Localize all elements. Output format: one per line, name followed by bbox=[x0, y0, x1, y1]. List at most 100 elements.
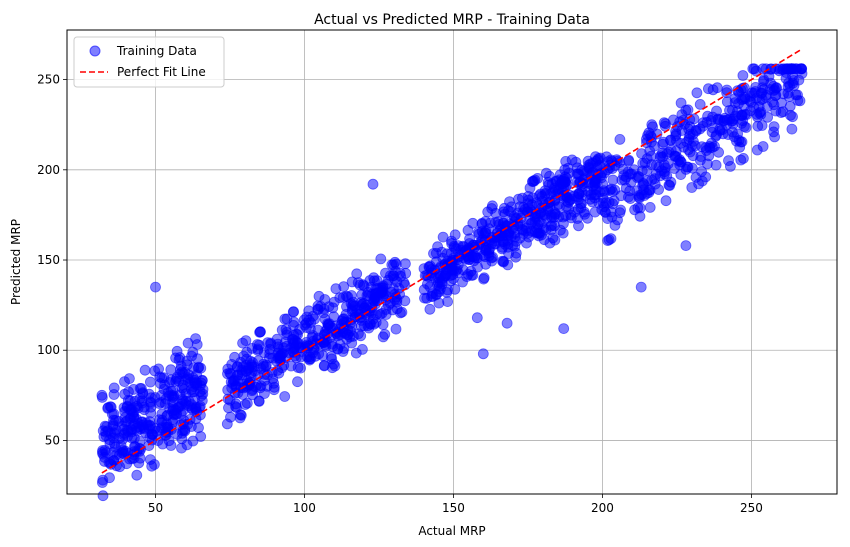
scatter-point bbox=[396, 306, 408, 318]
scatter-point bbox=[644, 201, 656, 213]
scatter-point bbox=[644, 145, 656, 157]
scatter-point bbox=[375, 253, 387, 265]
scatter-point bbox=[573, 220, 584, 232]
scatter-point bbox=[732, 85, 743, 96]
scatter-point bbox=[597, 197, 609, 209]
scatter-point bbox=[657, 151, 668, 163]
scatter-point bbox=[439, 270, 451, 282]
scatter-point bbox=[471, 252, 483, 264]
scatter-point bbox=[424, 303, 436, 315]
scatter-point bbox=[757, 82, 768, 94]
scatter-point bbox=[328, 311, 340, 323]
scatter-point bbox=[352, 277, 364, 289]
scatter-point bbox=[111, 449, 123, 460]
scatter-point bbox=[589, 206, 601, 218]
scatter-point bbox=[660, 195, 672, 207]
scatter-point bbox=[338, 313, 350, 325]
legend-box bbox=[73, 36, 225, 88]
scatter-point bbox=[641, 133, 652, 145]
scatter-point bbox=[471, 312, 483, 324]
scatter-point bbox=[437, 231, 449, 243]
scatter-point bbox=[653, 161, 665, 173]
scatter-point bbox=[148, 459, 160, 470]
scatter-point bbox=[375, 282, 387, 294]
scatter-point bbox=[108, 382, 120, 394]
scatter-point bbox=[298, 314, 310, 326]
scatter-point bbox=[347, 330, 359, 342]
scatter-point bbox=[730, 110, 741, 122]
scatter-point bbox=[691, 87, 703, 99]
scatter-point bbox=[188, 381, 200, 393]
scatter-point bbox=[738, 152, 749, 164]
y-tick-label: 200 bbox=[37, 163, 60, 177]
scatter-point bbox=[185, 421, 197, 432]
scatter-point bbox=[430, 247, 442, 259]
scatter-point bbox=[121, 424, 133, 436]
scatter-point bbox=[318, 359, 330, 371]
scatter-point bbox=[473, 228, 485, 240]
scatter-point bbox=[603, 234, 615, 246]
scatter-point bbox=[550, 184, 561, 196]
scatter-point bbox=[281, 313, 293, 325]
scatter-point bbox=[442, 284, 454, 296]
x-tick-label: 200 bbox=[591, 501, 614, 515]
scatter-point bbox=[107, 418, 119, 430]
scatter-point bbox=[238, 350, 250, 362]
scatter-point bbox=[498, 255, 510, 267]
scatter-point bbox=[542, 202, 554, 214]
scatter-point bbox=[563, 189, 575, 201]
scatter-point bbox=[540, 167, 552, 179]
scatter-point bbox=[268, 381, 280, 393]
scatter-point bbox=[253, 339, 265, 351]
scatter-point bbox=[547, 232, 559, 244]
scatter-point bbox=[683, 131, 695, 143]
scatter-point bbox=[496, 243, 508, 255]
scatter-point bbox=[657, 138, 669, 150]
scatter-point bbox=[680, 240, 692, 252]
scatter-point bbox=[442, 296, 454, 308]
scatter-point bbox=[258, 360, 270, 372]
scatter-point bbox=[711, 129, 722, 141]
scatter-point bbox=[367, 178, 379, 190]
scatter-point bbox=[229, 351, 241, 363]
scatter-point bbox=[646, 174, 658, 186]
scatter-point bbox=[187, 404, 198, 415]
scatter-point bbox=[346, 305, 358, 317]
scatter-point bbox=[614, 133, 626, 145]
legend-label-perfect-fit-line: Perfect Fit Line bbox=[117, 65, 206, 79]
scatter-point bbox=[665, 176, 677, 188]
scatter-point bbox=[536, 190, 548, 202]
scatter-point bbox=[457, 276, 468, 288]
perfect-fit-line bbox=[101, 48, 803, 474]
scatter-point bbox=[671, 151, 682, 163]
scatter-points bbox=[96, 63, 808, 502]
scatter-point bbox=[288, 329, 300, 341]
legend-label-training-data: Training Data bbox=[116, 44, 197, 58]
scatter-point bbox=[490, 217, 502, 229]
scatter-point bbox=[254, 326, 266, 338]
y-tick-label: 50 bbox=[45, 433, 60, 447]
scatter-point bbox=[193, 361, 205, 373]
scatter-point bbox=[292, 376, 303, 388]
scatter-point bbox=[536, 218, 547, 230]
scatter-point bbox=[498, 202, 510, 214]
scatter-point bbox=[687, 150, 699, 162]
scatter-point bbox=[719, 112, 731, 124]
scatter-point bbox=[751, 109, 763, 120]
scatter-point bbox=[566, 212, 577, 224]
scatter-point bbox=[150, 281, 161, 293]
scatter-point bbox=[522, 190, 534, 202]
scatter-point bbox=[518, 201, 530, 213]
scatter-point bbox=[319, 339, 331, 351]
scatter-point bbox=[784, 101, 796, 112]
scatter-point bbox=[176, 398, 188, 410]
y-tick-label: 100 bbox=[37, 343, 60, 357]
scatter-point bbox=[221, 418, 233, 430]
scatter-point bbox=[124, 403, 135, 415]
scatter-point bbox=[590, 151, 601, 163]
scatter-point bbox=[96, 389, 108, 401]
scatter-point bbox=[330, 283, 342, 295]
y-tick-label: 150 bbox=[37, 253, 60, 267]
scatter-point bbox=[232, 369, 243, 381]
